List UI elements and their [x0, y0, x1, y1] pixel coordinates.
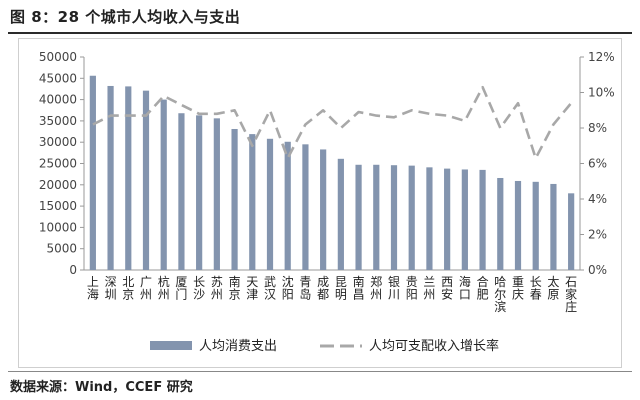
- left-tick-label: 35000: [39, 114, 77, 128]
- bar: [89, 75, 96, 270]
- right-tick-label: 2%: [588, 228, 607, 242]
- bar: [568, 193, 575, 270]
- category-label: 太原: [547, 274, 559, 302]
- bar: [178, 113, 185, 271]
- left-tick-label: 20000: [39, 178, 77, 192]
- right-tick-label: 10%: [588, 86, 615, 100]
- bar: [302, 144, 309, 270]
- bar: [107, 85, 114, 270]
- bar: [284, 141, 291, 270]
- category-label: 长春: [530, 275, 542, 302]
- category-label: 北京: [122, 275, 134, 302]
- bar: [550, 183, 557, 270]
- bar: [444, 168, 451, 270]
- category-label: 长沙: [193, 275, 205, 302]
- right-tick-label: 4%: [588, 192, 607, 206]
- bar: [479, 169, 486, 270]
- category-label: 石家庄: [565, 275, 577, 314]
- category-label: 厦门: [175, 275, 187, 302]
- right-tick-label: 6%: [588, 157, 607, 171]
- bar: [266, 138, 274, 270]
- category-label: 成都: [317, 275, 329, 302]
- bar: [373, 164, 380, 270]
- category-label: 南昌: [353, 274, 365, 302]
- category-label: 武汉: [264, 275, 276, 302]
- category-label: 银川: [388, 275, 400, 302]
- right-tick-label: 12%: [588, 50, 615, 64]
- left-tick-label: 30000: [39, 135, 77, 149]
- source-note: 数据来源：Wind，CCEF 研究: [10, 380, 193, 395]
- source-rule: [8, 371, 632, 372]
- category-label: 苏州: [211, 275, 223, 302]
- category-label: 海口: [459, 274, 471, 302]
- bar: [231, 128, 238, 270]
- category-label: 沈阳: [282, 274, 294, 302]
- category-label: 哈尔滨: [494, 275, 506, 314]
- left-tick-label: 15000: [39, 199, 77, 213]
- title-rule: [8, 32, 632, 34]
- bar: [320, 149, 327, 270]
- bar: [532, 181, 539, 270]
- legend-line-label: 人均可支配收入增长率: [369, 338, 499, 354]
- category-labels: 上海深圳北京广州杭州厦门长沙苏州南京天津武汉沈阳青岛成都昆明南昌郑州银川贵阳兰州…: [87, 274, 577, 314]
- category-label: 上海: [87, 275, 99, 302]
- legend: 人均消费支出 人均可支配收入增长率: [150, 338, 499, 354]
- bar: [408, 165, 415, 270]
- left-tick-label: 10000: [39, 220, 77, 234]
- bar: [497, 177, 504, 270]
- category-label: 广州: [140, 275, 152, 302]
- bar: [461, 169, 468, 270]
- legend-bar-swatch: [150, 341, 192, 350]
- category-label: 郑州: [370, 274, 382, 302]
- bar: [213, 118, 220, 271]
- legend-bar-label: 人均消费支出: [199, 339, 277, 354]
- category-label: 合肥: [477, 274, 489, 302]
- bar: [249, 134, 256, 270]
- category-label: 南京: [229, 274, 241, 302]
- category-label: 昆明: [335, 275, 347, 302]
- category-label: 深圳: [105, 275, 117, 302]
- bar: [160, 99, 167, 270]
- bar: [196, 115, 203, 270]
- bar: [426, 167, 433, 270]
- left-tick-label: 25000: [39, 157, 77, 171]
- bar: [390, 165, 398, 270]
- chart-frame: [18, 38, 622, 368]
- bar-series: [89, 75, 575, 271]
- right-tick-label: 0%: [588, 263, 607, 277]
- category-label: 兰州: [423, 275, 435, 302]
- left-tick-label: 40000: [39, 93, 77, 107]
- category-label: 杭州: [158, 274, 170, 302]
- bar: [514, 180, 522, 270]
- bar: [337, 158, 344, 270]
- right-axis: 0% 2% 4% 6% 8% 10% 12%: [579, 50, 615, 277]
- growth-rate-line: [92, 85, 573, 160]
- left-tick-label: 0: [69, 263, 77, 277]
- left-tick-label: 45000: [39, 71, 77, 85]
- bar: [142, 90, 150, 271]
- bar: [125, 86, 132, 270]
- bar: [355, 164, 362, 270]
- category-label: 重庆: [512, 275, 524, 302]
- category-label: 天津: [246, 275, 258, 302]
- category-label: 西安: [441, 275, 453, 302]
- line-series: [92, 85, 573, 160]
- right-tick-label: 8%: [588, 121, 607, 135]
- figure-title: 图 8：28 个城市人均收入与支出: [10, 8, 241, 26]
- category-label: 贵阳: [406, 275, 418, 302]
- left-tick-label: 5000: [46, 242, 77, 256]
- category-label: 青岛: [299, 275, 311, 302]
- left-tick-label: 50000: [39, 50, 77, 64]
